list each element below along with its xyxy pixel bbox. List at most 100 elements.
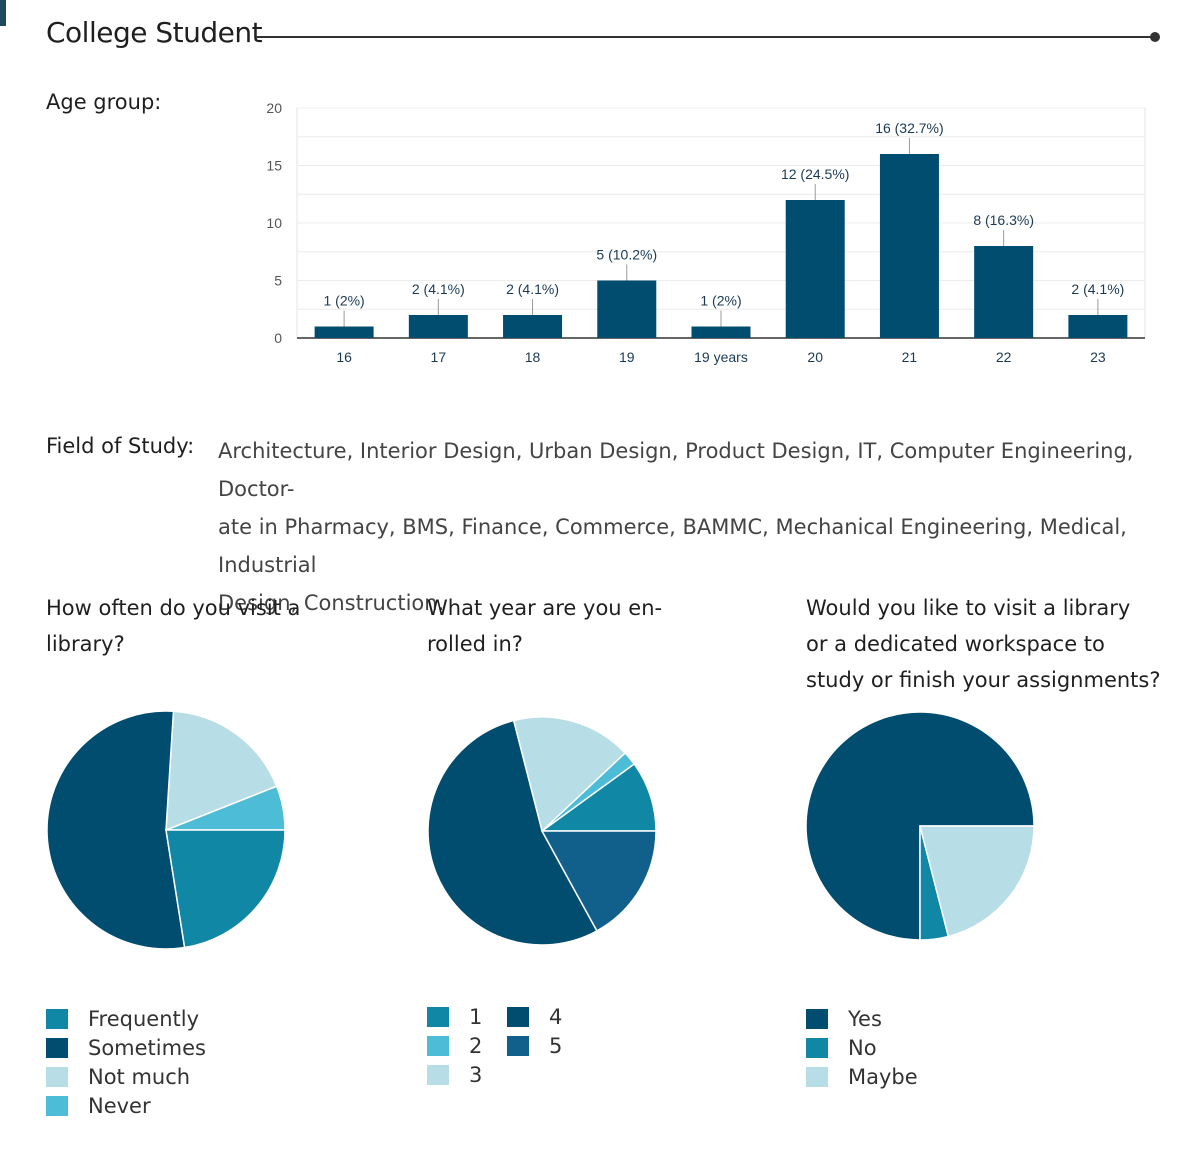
bar (1068, 315, 1128, 338)
data-label: 5 (10.2%) (596, 247, 657, 263)
legend-item: Frequently (46, 1007, 199, 1031)
legend-swatch (507, 1036, 529, 1056)
legend-swatch (427, 1036, 449, 1056)
legend-item: Never (46, 1094, 151, 1118)
question-line: What year are you en- (427, 596, 663, 620)
field-of-study-line: Design, Construction. (218, 591, 445, 615)
x-tick-label: 23 (1090, 349, 1106, 365)
library-interest-pie-chart (805, 711, 1035, 941)
y-tick-label: 15 (266, 158, 282, 174)
field-of-study-line: Architecture, Interior Design, Urban Des… (218, 439, 1134, 501)
legend-item: Not much (46, 1065, 190, 1089)
data-label: 2 (4.1%) (1071, 281, 1124, 297)
page-title: College Student (46, 16, 263, 49)
legend-label: Maybe (848, 1065, 918, 1089)
bar (408, 315, 468, 338)
x-tick-label: 19 (619, 349, 635, 365)
x-tick-label: 18 (525, 349, 541, 365)
legend-label: No (848, 1036, 877, 1060)
question-line: or a dedicated workspace to (806, 632, 1105, 656)
pie-slice-5 (540, 830, 657, 932)
pie-slice-yes (805, 711, 1035, 941)
pie-slice-not-much (165, 710, 278, 832)
pie-slice-maybe (919, 825, 1035, 938)
legend-label: 2 (469, 1034, 483, 1058)
legend-swatch (427, 1007, 449, 1027)
legend-item: Sometimes (46, 1036, 206, 1060)
data-label: 1 (2%) (700, 293, 741, 309)
bar (503, 315, 563, 338)
visit-frequency-question: How often do you visit a library? (46, 590, 386, 662)
data-label: 16 (32.7%) (875, 120, 943, 136)
header-accent-bar (0, 0, 6, 26)
legend-label: Yes (848, 1007, 882, 1031)
legend-swatch (46, 1067, 68, 1087)
x-tick-label: 19 years (694, 349, 748, 365)
bar (974, 246, 1034, 338)
x-tick-label: 22 (996, 349, 1012, 365)
question-line: rolled in? (427, 632, 523, 656)
y-tick-label: 10 (266, 215, 282, 231)
field-of-study-line: ate in Pharmacy, BMS, Finance, Commerce,… (218, 515, 1127, 577)
legend-label: Never (88, 1094, 151, 1118)
question-line: How often do you visit a (46, 596, 301, 620)
pie-slice-4 (427, 719, 598, 946)
pie-slice-1 (539, 762, 657, 832)
field-of-study-text: Architecture, Interior Design, Urban Des… (218, 432, 1148, 622)
x-tick-label: 16 (336, 349, 352, 365)
legend-swatch (806, 1067, 828, 1087)
x-tick-label: 17 (431, 349, 447, 365)
legend-swatch (46, 1009, 68, 1029)
legend-label: 3 (469, 1063, 483, 1087)
visit-frequency-pie-chart (46, 710, 286, 950)
data-label: 8 (16.3%) (973, 212, 1034, 228)
legend-swatch (507, 1007, 529, 1027)
question-line: Would you like to visit a library (806, 596, 1131, 620)
legend-item: 2 (427, 1034, 482, 1058)
age-group-bar-chart: 0 5 10 15 20 1 (2%) 16 2 (4.1%) 17 2 (4.1%) 18 5 (1… (266, 100, 1146, 365)
legend-item: 4 (507, 1005, 562, 1029)
legend-swatch (806, 1009, 828, 1029)
bar (785, 200, 845, 338)
bar (691, 326, 751, 338)
legend-swatch (46, 1096, 68, 1116)
legend-swatch (427, 1065, 449, 1085)
pie-slice-3 (512, 716, 627, 833)
legend-label: 4 (549, 1005, 563, 1029)
legend-swatch (806, 1038, 828, 1058)
title-divider-dot (1150, 32, 1160, 42)
question-line: library? (46, 632, 125, 656)
age-group-label: Age group: (46, 90, 162, 114)
legend-item: Maybe (806, 1065, 918, 1089)
y-tick-label: 20 (266, 100, 282, 116)
bar (314, 326, 374, 338)
y-tick-label: 5 (274, 273, 282, 289)
legend-item: 1 (427, 1005, 482, 1029)
legend-label: 5 (549, 1034, 563, 1058)
data-label: 2 (4.1%) (506, 281, 559, 297)
title-divider (256, 36, 1154, 38)
legend-label: Frequently (88, 1007, 200, 1031)
legend-label: 1 (469, 1005, 483, 1029)
y-tick-label: 0 (274, 330, 282, 346)
data-label: 1 (2%) (323, 293, 364, 309)
legend-swatch (46, 1038, 68, 1058)
legend-item: 5 (507, 1034, 562, 1058)
enrollment-year-question: What year are you en- rolled in? (427, 590, 767, 662)
data-label: 12 (24.5%) (781, 166, 849, 182)
legend-item: Yes (806, 1007, 882, 1031)
bar (879, 154, 939, 338)
pie-slice-sometimes (46, 710, 186, 950)
legend-label: Sometimes (88, 1036, 206, 1060)
data-label: 2 (4.1%) (412, 281, 465, 297)
library-interest-question: Would you like to visit a library or a d… (806, 590, 1176, 698)
enrollment-year-pie-chart (427, 716, 657, 946)
x-tick-label: 21 (902, 349, 918, 365)
pie-slice-frequently (165, 829, 286, 949)
question-line: study or finish your assignments? (806, 668, 1161, 692)
legend-item: 3 (427, 1063, 482, 1087)
bar (597, 280, 657, 338)
legend-label: Not much (88, 1065, 191, 1089)
legend-item: No (806, 1036, 877, 1060)
field-of-study-label: Field of Study: (46, 434, 195, 458)
